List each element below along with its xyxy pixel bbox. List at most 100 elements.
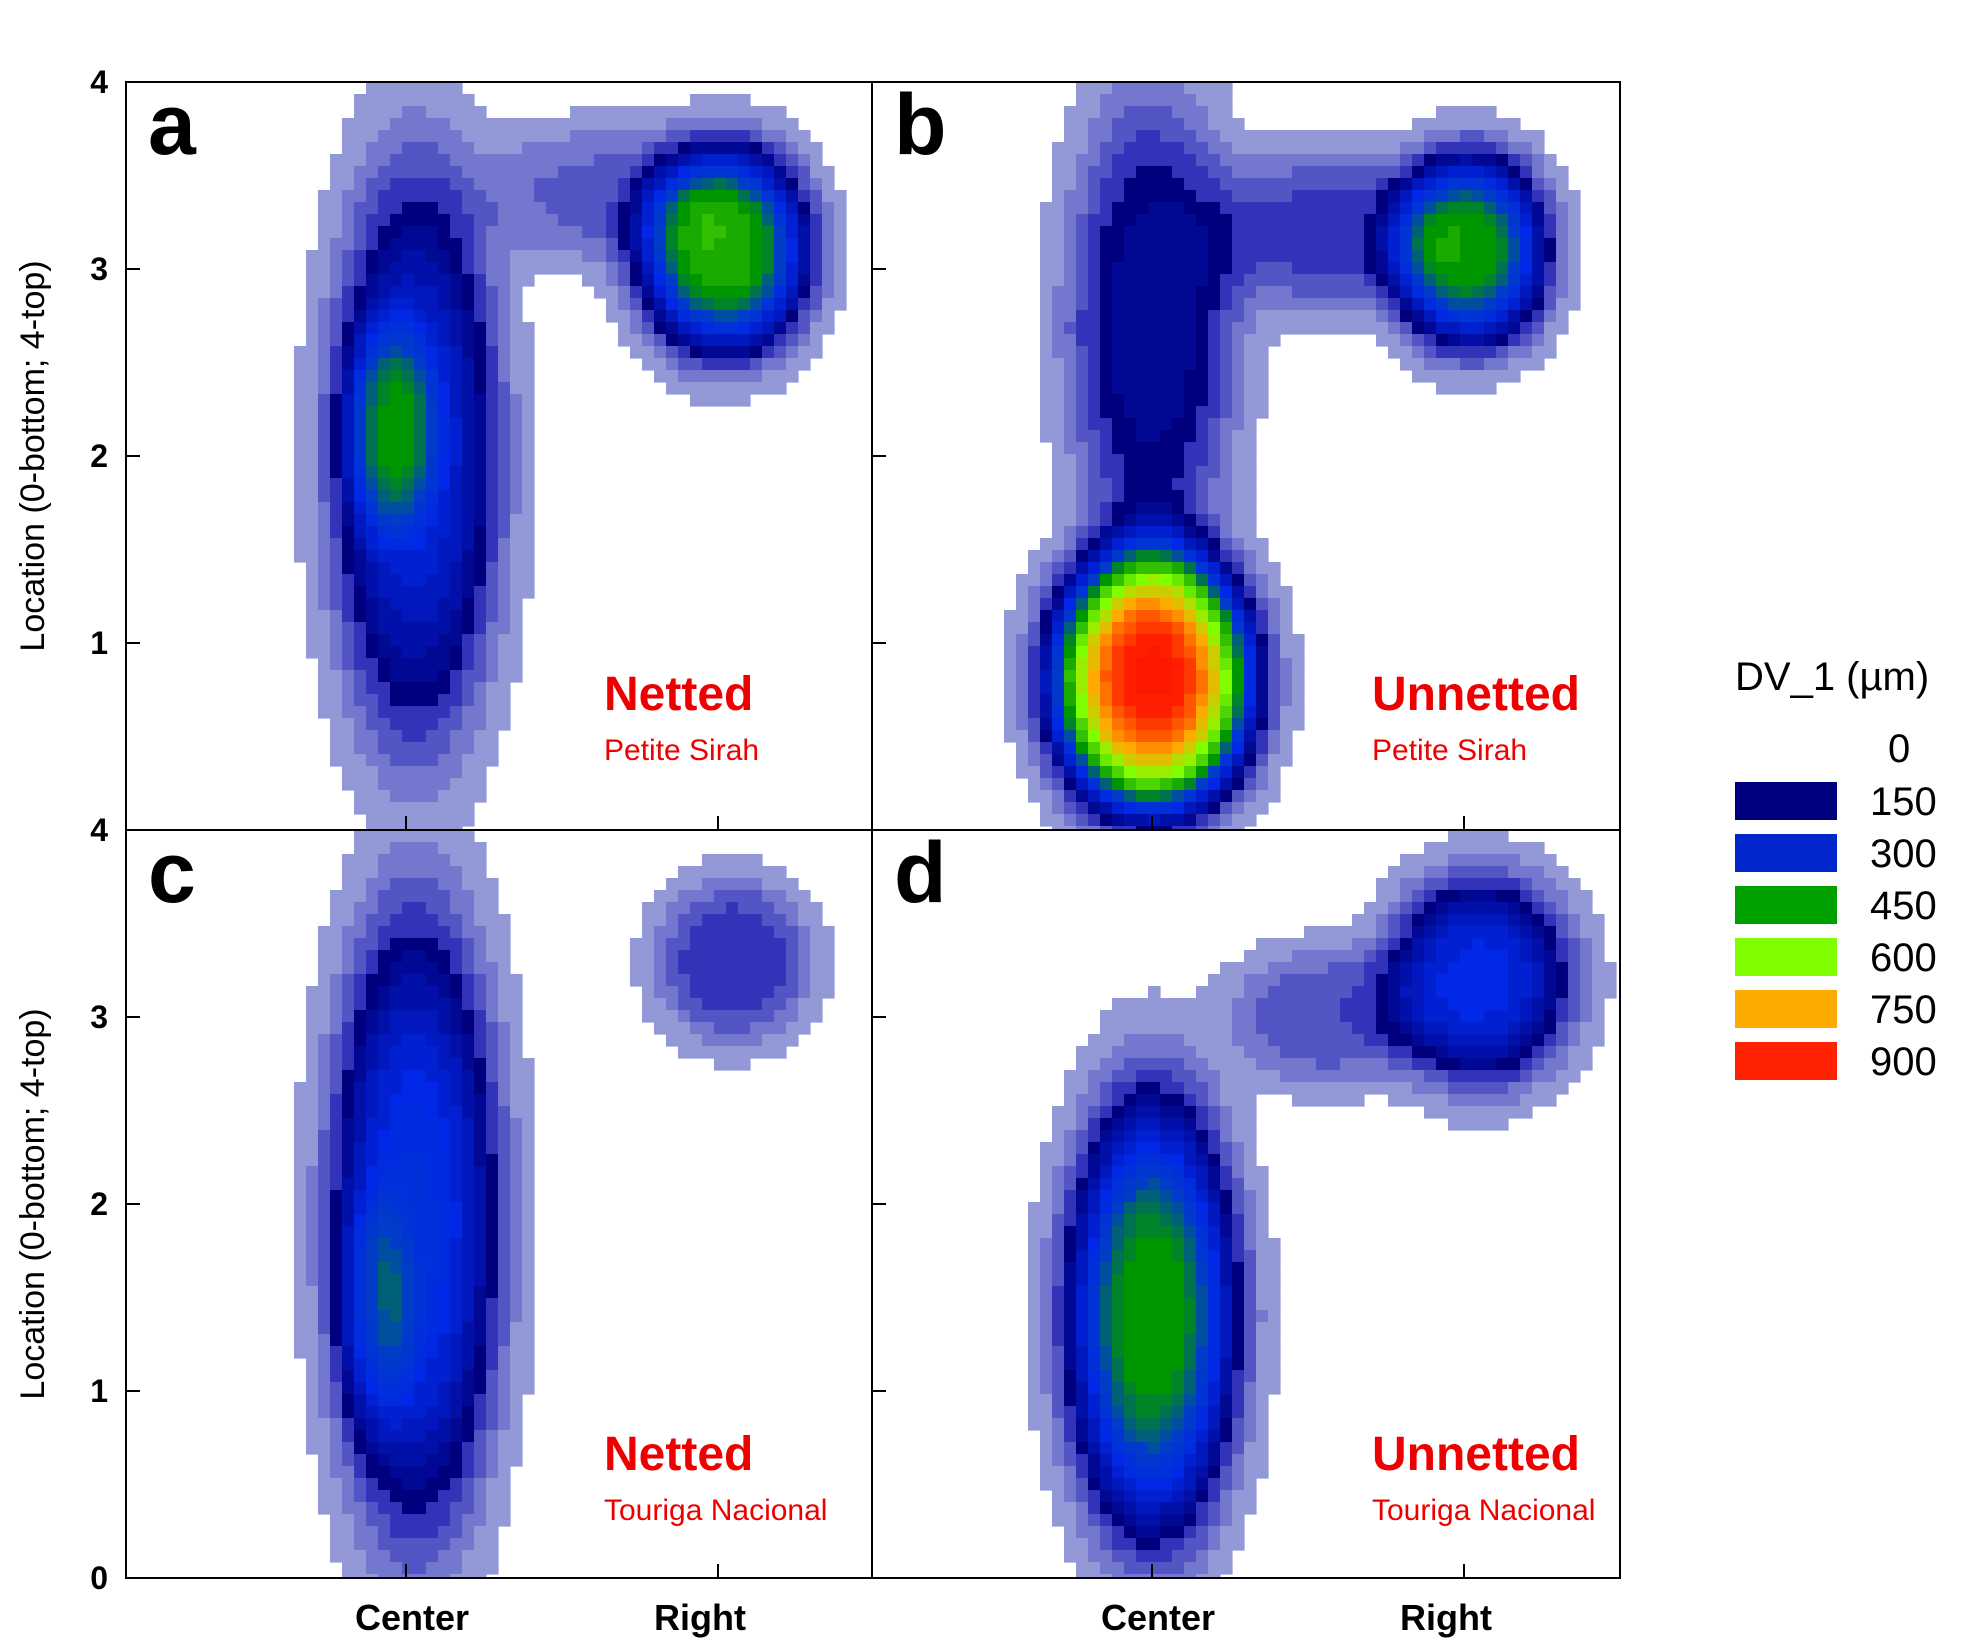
contour-cell <box>1244 478 1257 491</box>
contour-cell <box>1184 118 1197 131</box>
contour-cell <box>474 1010 487 1023</box>
contour-cell <box>1184 790 1197 803</box>
contour-cell <box>786 322 799 335</box>
contour-cell <box>1208 394 1221 407</box>
contour-cell <box>1400 262 1413 275</box>
contour-cell <box>522 334 535 347</box>
contour-cell <box>342 1394 355 1407</box>
contour-cell <box>366 950 379 963</box>
contour-cell <box>1208 262 1221 275</box>
contour-cell <box>1220 502 1233 515</box>
contour-cell <box>366 1382 379 1395</box>
contour-cell <box>1484 286 1497 299</box>
contour-cell <box>642 962 655 975</box>
contour-cell <box>462 466 475 479</box>
contour-cell <box>510 974 523 987</box>
contour-cell <box>1244 418 1257 431</box>
contour-cell <box>1256 130 1269 143</box>
contour-cell <box>1148 598 1161 611</box>
contour-cell <box>1244 550 1257 563</box>
contour-cell <box>366 346 379 359</box>
contour-cell <box>474 1514 487 1527</box>
contour-cell <box>1304 974 1317 987</box>
contour-cell <box>1484 250 1497 263</box>
contour-cell <box>474 586 487 599</box>
contour-cell <box>1328 974 1341 987</box>
contour-cell <box>378 142 391 155</box>
contour-cell <box>654 154 667 167</box>
contour-cell <box>714 334 727 347</box>
contour-cell <box>474 1178 487 1191</box>
contour-cell <box>666 974 679 987</box>
contour-cell <box>450 1070 463 1083</box>
contour-cell <box>1064 178 1077 191</box>
contour-cell <box>498 262 511 275</box>
contour-cell <box>1460 346 1473 359</box>
contour-cell <box>1388 310 1401 323</box>
contour-cell <box>318 1238 331 1251</box>
contour-cell <box>510 598 523 611</box>
contour-cell <box>462 94 475 107</box>
contour-cell <box>1220 94 1233 107</box>
contour-cell <box>342 1574 355 1578</box>
contour-cell <box>390 730 403 743</box>
contour-cell <box>834 202 847 215</box>
contour-cell <box>1520 274 1533 287</box>
contour-cell <box>330 430 343 443</box>
contour-cell <box>318 1430 331 1443</box>
contour-cell <box>1220 370 1233 383</box>
contour-cell <box>462 1358 475 1371</box>
contour-cell <box>498 914 511 927</box>
contour-cell <box>402 1214 415 1227</box>
contour-cell <box>438 826 451 830</box>
contour-cell <box>1412 866 1425 879</box>
contour-cell <box>450 1250 463 1263</box>
contour-cell <box>1064 154 1077 167</box>
contour-cell <box>510 1142 523 1155</box>
contour-cell <box>1076 214 1089 227</box>
contour-cell <box>1196 226 1209 239</box>
contour-cell <box>1064 814 1077 827</box>
contour-cell <box>1292 274 1305 287</box>
contour-cell <box>414 274 427 287</box>
contour-cell <box>546 166 559 179</box>
contour-cell <box>1028 646 1041 659</box>
contour-cell <box>414 346 427 359</box>
contour-cell <box>366 1454 379 1467</box>
contour-cell <box>1280 730 1293 743</box>
contour-cell <box>1112 130 1125 143</box>
contour-cell <box>714 974 727 987</box>
contour-cell <box>366 1094 379 1107</box>
contour-cell <box>342 1310 355 1323</box>
contour-cell <box>1184 82 1197 95</box>
contour-cell <box>378 502 391 515</box>
contour-cell <box>786 974 799 987</box>
contour-cell <box>1184 394 1197 407</box>
contour-cell <box>402 974 415 987</box>
contour-cell <box>1448 202 1461 215</box>
contour-cell <box>642 1010 655 1023</box>
contour-cell <box>342 346 355 359</box>
contour-cell <box>1268 962 1281 975</box>
contour-cell <box>354 418 367 431</box>
contour-cell <box>1196 466 1209 479</box>
contour-cell <box>1496 358 1509 371</box>
contour-cell <box>774 250 787 263</box>
contour-cell <box>402 766 415 779</box>
contour-cell <box>1292 962 1305 975</box>
contour-cell <box>426 754 439 767</box>
contour-cell <box>1184 106 1197 119</box>
contour-cell <box>342 718 355 731</box>
contour-cell <box>750 1022 763 1035</box>
contour-cell <box>1232 490 1245 503</box>
contour-cell <box>1304 202 1317 215</box>
contour-cell <box>390 1154 403 1167</box>
contour-cell <box>474 202 487 215</box>
contour-cell <box>570 130 583 143</box>
contour-cell <box>1160 998 1173 1011</box>
contour-cell <box>1100 358 1113 371</box>
contour-cell <box>462 190 475 203</box>
contour-cell <box>1376 262 1389 275</box>
contour-cell <box>1088 706 1101 719</box>
contour-cell <box>402 526 415 539</box>
